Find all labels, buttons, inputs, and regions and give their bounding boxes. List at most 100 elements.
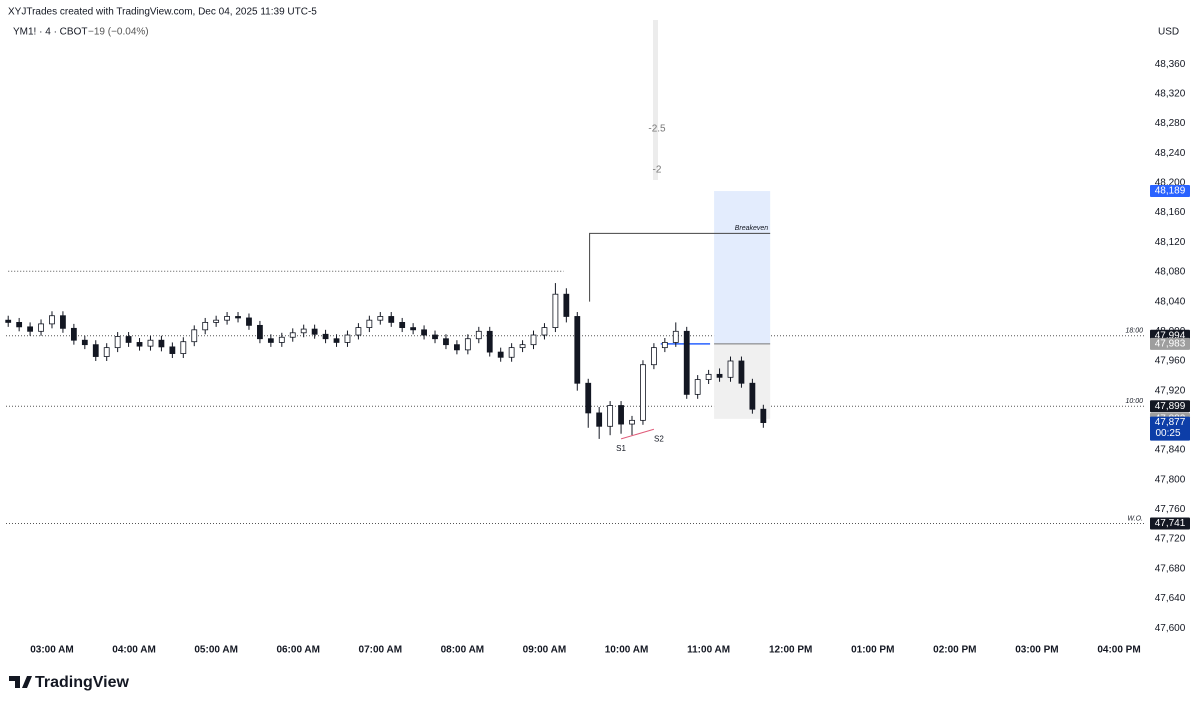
candle-body: [103, 347, 110, 357]
candle-body: [81, 339, 88, 346]
y-tick-label: 48,160: [1155, 207, 1186, 218]
candle-body: [246, 317, 252, 326]
level-label: W.O.: [1127, 515, 1143, 522]
candle-body: [618, 405, 624, 425]
candle-body: [191, 329, 198, 343]
candle-body: [311, 328, 318, 335]
candle-body: [486, 330, 493, 353]
y-tick-label: 47,680: [1155, 563, 1186, 574]
candle-body: [661, 342, 668, 349]
x-tick-label: 05:00 AM: [194, 645, 238, 656]
candle-body: [563, 293, 570, 317]
candle-body: [760, 408, 767, 423]
candle-body: [541, 327, 548, 336]
y-tick-label: 47,800: [1155, 474, 1186, 485]
target-zone: [714, 191, 771, 344]
price-tag-label: 47,994: [1155, 330, 1186, 341]
candle-body: [716, 373, 723, 378]
y-tick-label: 48,360: [1155, 59, 1186, 70]
candle-body: [464, 338, 471, 351]
candle-body: [694, 379, 701, 395]
y-tick-label: 48,120: [1155, 237, 1186, 248]
candle-body: [49, 315, 55, 325]
price-tag-label: 48,189: [1155, 186, 1186, 197]
candle-body: [585, 382, 592, 414]
candle-body: [399, 322, 406, 328]
x-tick-label: 04:00 PM: [1097, 645, 1140, 656]
candle-body: [738, 360, 745, 384]
candle-body: [16, 322, 23, 328]
level-label: 18:00: [1125, 328, 1143, 335]
candle-body: [70, 327, 77, 341]
candle-body: [38, 323, 44, 332]
candle-body: [552, 293, 559, 328]
swing-label: S2: [654, 434, 664, 443]
candle-body: [300, 328, 307, 334]
symbol: YM1! · 4 · CBOT: [13, 27, 87, 38]
indicator-label: -2.5: [648, 124, 666, 135]
candle-body: [629, 419, 635, 425]
y-tick-label: 48,280: [1155, 118, 1186, 129]
indicator-label: -2: [653, 165, 662, 176]
logo: TradingView: [9, 674, 130, 691]
y-tick-label: 48,080: [1155, 267, 1186, 278]
currency: USD: [1158, 27, 1179, 38]
candle-body: [224, 316, 230, 321]
candle-body: [672, 330, 679, 343]
candle-body: [432, 334, 438, 340]
candle-body: [235, 316, 241, 319]
y-tick-label: 48,320: [1155, 88, 1186, 99]
price-tag: 47,899: [1150, 400, 1190, 413]
x-tick-label: 01:00 PM: [851, 645, 894, 656]
price-tag-box: [1150, 337, 1190, 350]
y-tick-label: 48,040: [1155, 296, 1186, 307]
price-tag: 47,741: [1150, 517, 1190, 530]
price-tag-label: 47,983: [1155, 339, 1186, 350]
breakeven-label: Breakeven: [735, 225, 769, 232]
x-tick-label: 08:00 AM: [441, 645, 485, 656]
candle-body: [213, 319, 220, 323]
candle-body: [114, 336, 121, 349]
candle-body: [650, 347, 657, 366]
candle-body: [596, 412, 603, 427]
candle-body: [607, 405, 614, 427]
candle-body: [683, 330, 690, 395]
candle-body: [443, 338, 449, 346]
indicator-bar: [653, 20, 658, 180]
level-label: 10:00: [1125, 398, 1143, 405]
candle-body: [5, 319, 12, 323]
candle-body: [257, 324, 263, 340]
candle-body: [267, 338, 274, 343]
x-tick-label: 03:00 PM: [1015, 645, 1058, 656]
y-tick-label: 47,720: [1155, 534, 1186, 545]
candle-body: [640, 364, 646, 421]
candle-body: [475, 330, 482, 340]
price-tag-label: 47,877: [1155, 417, 1186, 428]
y-tick-label: 47,920: [1155, 385, 1186, 396]
y-tick-label: 47,760: [1155, 504, 1186, 515]
candle-body: [497, 351, 504, 358]
x-tick-label: 03:00 AM: [30, 645, 74, 656]
y-tick-label: 47,600: [1155, 623, 1186, 634]
candle-body: [125, 336, 132, 343]
candle-body: [705, 373, 712, 380]
x-tick-label: 04:00 AM: [112, 645, 156, 656]
candle-body: [289, 332, 296, 338]
x-tick-label: 11:00 AM: [687, 645, 730, 656]
candle-body: [27, 326, 33, 332]
y-tick-label: 47,960: [1155, 356, 1186, 367]
x-tick-label: 06:00 AM: [276, 645, 320, 656]
change: −19 (−0.04%): [88, 27, 149, 38]
price-tag: 47,983: [1150, 337, 1190, 350]
candle-body: [366, 319, 373, 328]
candle-body: [344, 334, 351, 343]
x-tick-label: 02:00 PM: [933, 645, 976, 656]
price-tag-box: [1150, 400, 1190, 413]
candle-body: [355, 327, 362, 336]
y-tick-label: 47,840: [1155, 445, 1186, 456]
candle-body: [60, 315, 66, 329]
candle-body: [530, 334, 537, 346]
